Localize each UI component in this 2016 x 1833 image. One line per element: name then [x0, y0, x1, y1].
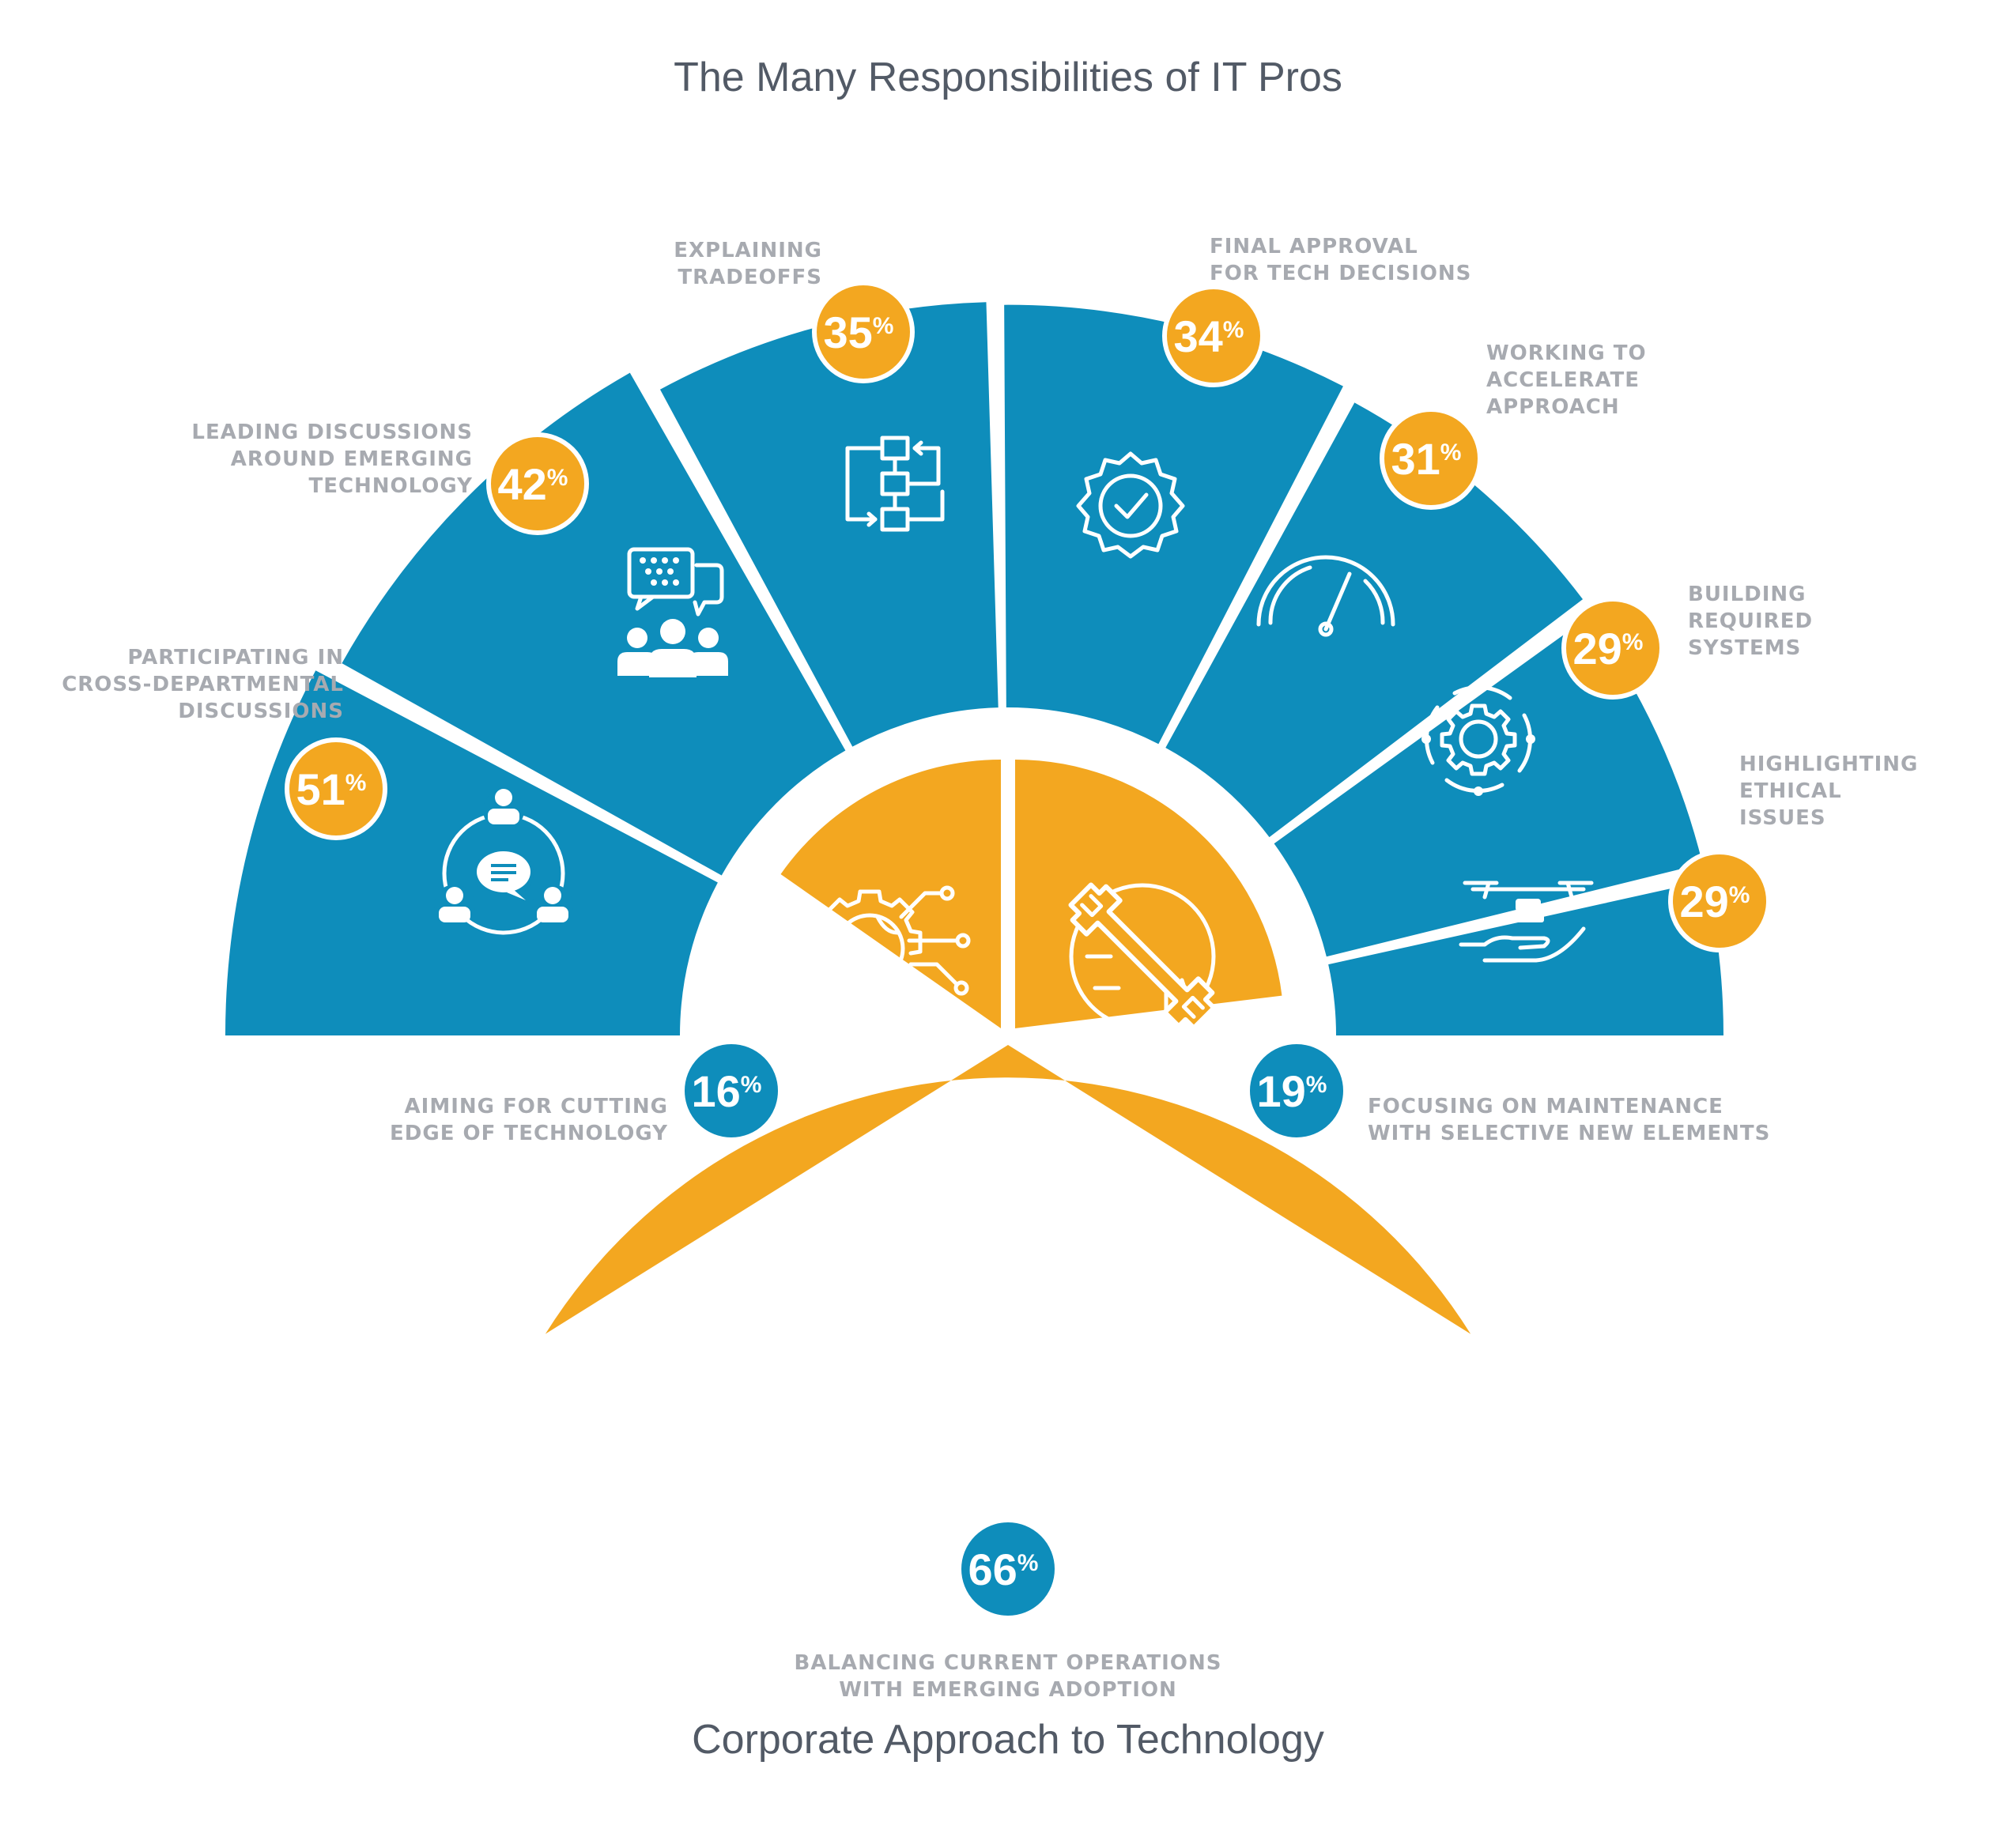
percent-badge: 29% [1668, 850, 1771, 952]
category-label: ACCELERATE [1486, 368, 1640, 392]
wrench-circuit-icon [1068, 882, 1217, 1031]
percent-badge: 34% [1162, 285, 1265, 387]
gear-cycle-icon [1421, 682, 1535, 796]
chart-title-top: The Many Responsibilities of IT Pros [674, 55, 1342, 100]
orange-segment [545, 1045, 1471, 1334]
percent-value: 42% [498, 459, 568, 509]
percent-badge-circle [285, 737, 387, 840]
blue-segment [1274, 617, 1703, 957]
percent-badge: 35% [812, 281, 915, 383]
category-label: CROSS-DEPARTMENTAL [62, 673, 344, 696]
blue-segment [342, 372, 846, 876]
category-label: EDGE OF TECHNOLOGY [390, 1122, 668, 1145]
discussion-circle-icon [434, 789, 573, 935]
percent-value: 19% [1257, 1066, 1327, 1116]
percentage-badges: 51% 42% 35% 34% 31% 29% 29% 16% 19% 66% [285, 281, 1771, 1620]
category-label: FINAL APPROVAL [1210, 235, 1418, 258]
blue-segment [659, 302, 999, 747]
category-label: DISCUSSIONS [178, 700, 344, 723]
category-label: ISSUES [1739, 806, 1826, 830]
category-label: WITH SELECTIVE NEW ELEMENTS [1368, 1122, 1770, 1145]
verified-badge-icon [1076, 451, 1185, 559]
percent-value: 51% [296, 764, 367, 814]
percent-value: 31% [1391, 434, 1462, 484]
category-label: EXPLAINING [674, 239, 822, 262]
speedometer-icon [1256, 555, 1395, 637]
category-label: BUILDING [1688, 583, 1806, 606]
percent-value: 35% [824, 307, 894, 357]
category-label: WITH EMERGING ADOPTION [839, 1678, 1177, 1702]
percent-badge: 42% [486, 432, 589, 535]
category-captions: PARTICIPATING IN CROSS-DEPARTMENTAL DISCUS… [62, 235, 1918, 1702]
percent-badge: 51% [285, 737, 387, 840]
percent-badge-circle [1245, 1039, 1348, 1142]
blue-segment [1328, 881, 1723, 1035]
percent-value: 66% [968, 1544, 1039, 1594]
category-label: SYSTEMS [1688, 636, 1801, 660]
category-label: FOR TECH DECISIONS [1210, 262, 1471, 285]
category-label: AROUND EMERGING [231, 447, 473, 471]
percent-badge-circle [957, 1518, 1059, 1620]
category-label: APPROACH [1486, 395, 1620, 419]
category-label: REQUIRED [1688, 609, 1813, 633]
category-label: HIGHLIGHTING [1739, 752, 1918, 776]
flowchart-icon [845, 436, 945, 532]
category-label: LEADING DISCUSSIONS [191, 421, 473, 444]
percent-badge-circle [1668, 850, 1771, 952]
orange-segment [780, 760, 1001, 1028]
percent-value: 29% [1680, 877, 1750, 926]
chat-team-icon [617, 547, 728, 677]
category-label: PARTICIPATING IN [127, 646, 344, 669]
chart-title-bottom: Corporate Approach to Technology [692, 1717, 1324, 1763]
percent-badge-circle [486, 432, 589, 535]
category-label: AIMING FOR CUTTING [405, 1095, 668, 1118]
percent-badge: 31% [1380, 407, 1482, 510]
percent-badge-circle [812, 281, 915, 383]
balance-idea-gear-icon [851, 1190, 1161, 1441]
category-label: FOCUSING ON MAINTENANCE [1368, 1095, 1723, 1118]
percent-badge: 66% [957, 1518, 1059, 1620]
category-label: TECHNOLOGY [308, 474, 473, 498]
percent-badge: 16% [680, 1039, 783, 1142]
percent-badge-circle [1162, 285, 1265, 387]
category-label: TRADEOFFS [678, 266, 822, 289]
blue-ring-segments [225, 302, 1723, 1035]
category-label: ETHICAL [1739, 779, 1842, 803]
tech-globe-gear-icon [817, 885, 971, 1020]
percent-value: 29% [1573, 624, 1644, 673]
category-label: BALANCING CURRENT OPERATIONS [795, 1651, 1222, 1675]
percent-badge-circle [1380, 407, 1482, 510]
percent-badge: 29% [1561, 597, 1664, 700]
percent-badge: 19% [1245, 1039, 1348, 1142]
percent-value: 16% [692, 1066, 762, 1116]
percent-badge-circle [680, 1039, 783, 1142]
blue-segment [1165, 402, 1584, 838]
hand-scale-icon [1459, 881, 1594, 963]
percent-badge-circle [1561, 597, 1664, 700]
category-label: WORKING TO [1486, 341, 1647, 365]
percent-value: 34% [1174, 311, 1244, 361]
